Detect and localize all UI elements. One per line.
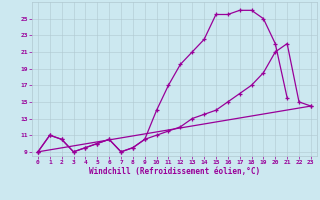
X-axis label: Windchill (Refroidissement éolien,°C): Windchill (Refroidissement éolien,°C) (89, 167, 260, 176)
